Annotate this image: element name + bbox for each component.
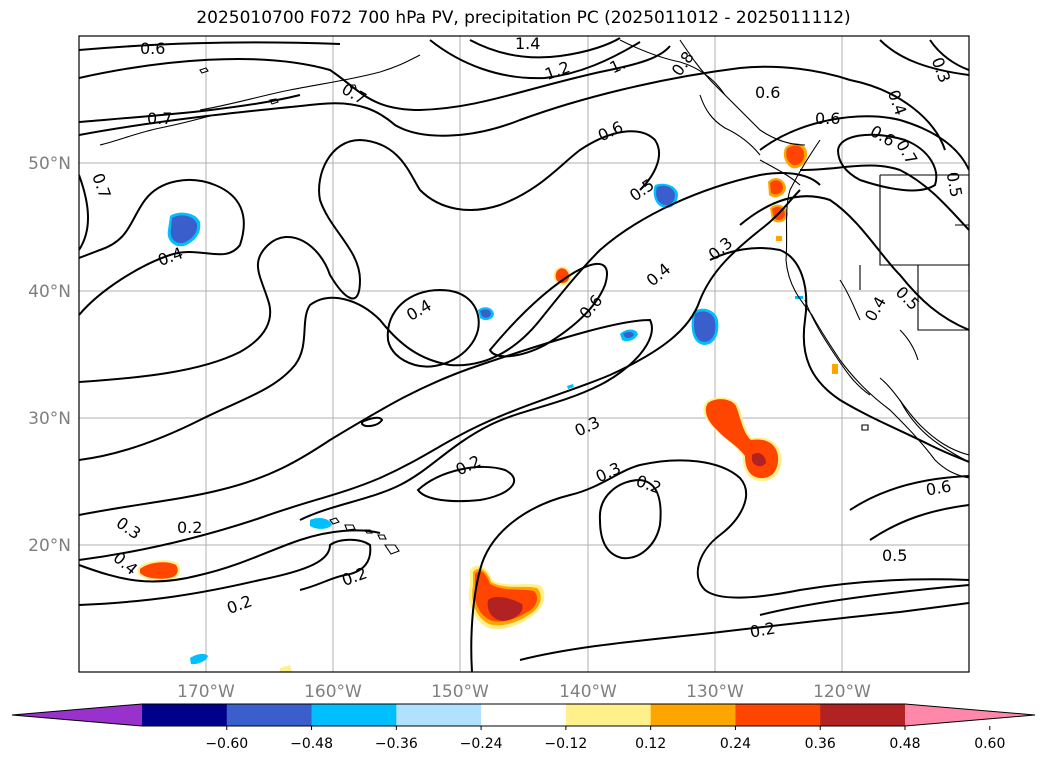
- lon-label-150w: 150°W: [431, 682, 489, 702]
- colorbar-tick-label: −0.24: [460, 736, 503, 752]
- colorbar-tick-label: 0.60: [974, 736, 1005, 752]
- colorbar-bin: [142, 704, 228, 726]
- contour-label: 0.5: [943, 170, 966, 198]
- contour-label: 1.4: [515, 34, 540, 53]
- colorbar-tick-label: 0.36: [805, 736, 836, 752]
- contour-label: 0.6: [755, 83, 780, 102]
- colorbar-bin: [311, 704, 397, 726]
- contour-label: 0.5: [882, 546, 907, 565]
- colorbar: −0.60 −0.48 −0.36 −0.24 −0.12 0.12 0.24 0.36 0.4…: [11, 703, 1036, 752]
- colorbar-tick-label: 0.48: [889, 736, 920, 752]
- colorbar-bin: [226, 704, 313, 726]
- lat-label-20n: 20°N: [28, 536, 71, 556]
- contour-label: 1.: [607, 54, 629, 78]
- lat-label-50n: 50°N: [28, 154, 71, 174]
- contour-label: 0.2: [748, 618, 776, 641]
- lon-labels: 170°W 160°W 150°W 140°W 130°W 120°W: [177, 682, 871, 702]
- lat-labels: 20°N 30°N 40°N 50°N: [28, 154, 71, 556]
- colorbar-bin: [735, 704, 821, 726]
- colorbar-tick-label: 0.24: [720, 736, 751, 752]
- coastlines: [99, 39, 969, 555]
- lon-label-120w: 120°W: [813, 682, 871, 702]
- contour-label: 0.6: [924, 476, 952, 499]
- colorbar-bin: [650, 704, 736, 726]
- lat-label-30n: 30°N: [28, 409, 71, 429]
- colorbar-extend-high: [905, 704, 1035, 726]
- colorbar-tick-label: −0.60: [205, 736, 248, 752]
- lon-label-160w: 160°W: [304, 682, 362, 702]
- colorbar-outline: [11, 703, 1036, 727]
- lat-label-40n: 40°N: [28, 282, 71, 302]
- contour-label: 0.7: [147, 109, 172, 128]
- colorbar-extend-low: [12, 704, 142, 726]
- contour-label: 0.6: [815, 109, 840, 128]
- contour-label: 0.2: [177, 518, 202, 537]
- map-title: 2025010700 F072 700 hPa PV, precipitatio…: [196, 8, 851, 28]
- colorbar-tick-label: −0.48: [290, 736, 333, 752]
- colorbar-bin: [820, 704, 906, 726]
- colorbar-tick-label: −0.36: [375, 736, 418, 752]
- pv-contours: [79, 37, 969, 672]
- lon-label-130w: 130°W: [686, 682, 744, 702]
- map-frame: [78, 35, 970, 673]
- colorbar-bin: [565, 704, 652, 726]
- colorbar-bin: [481, 704, 567, 726]
- colorbar-tick-label: 0.12: [635, 736, 666, 752]
- lon-label-140w: 140°W: [559, 682, 617, 702]
- colorbar-bin: [396, 704, 482, 726]
- lon-label-170w: 170°W: [177, 682, 235, 702]
- colorbar-tick-label: −0.12: [544, 736, 587, 752]
- gridlines: [79, 36, 969, 672]
- contour-label: 0.6: [140, 39, 165, 58]
